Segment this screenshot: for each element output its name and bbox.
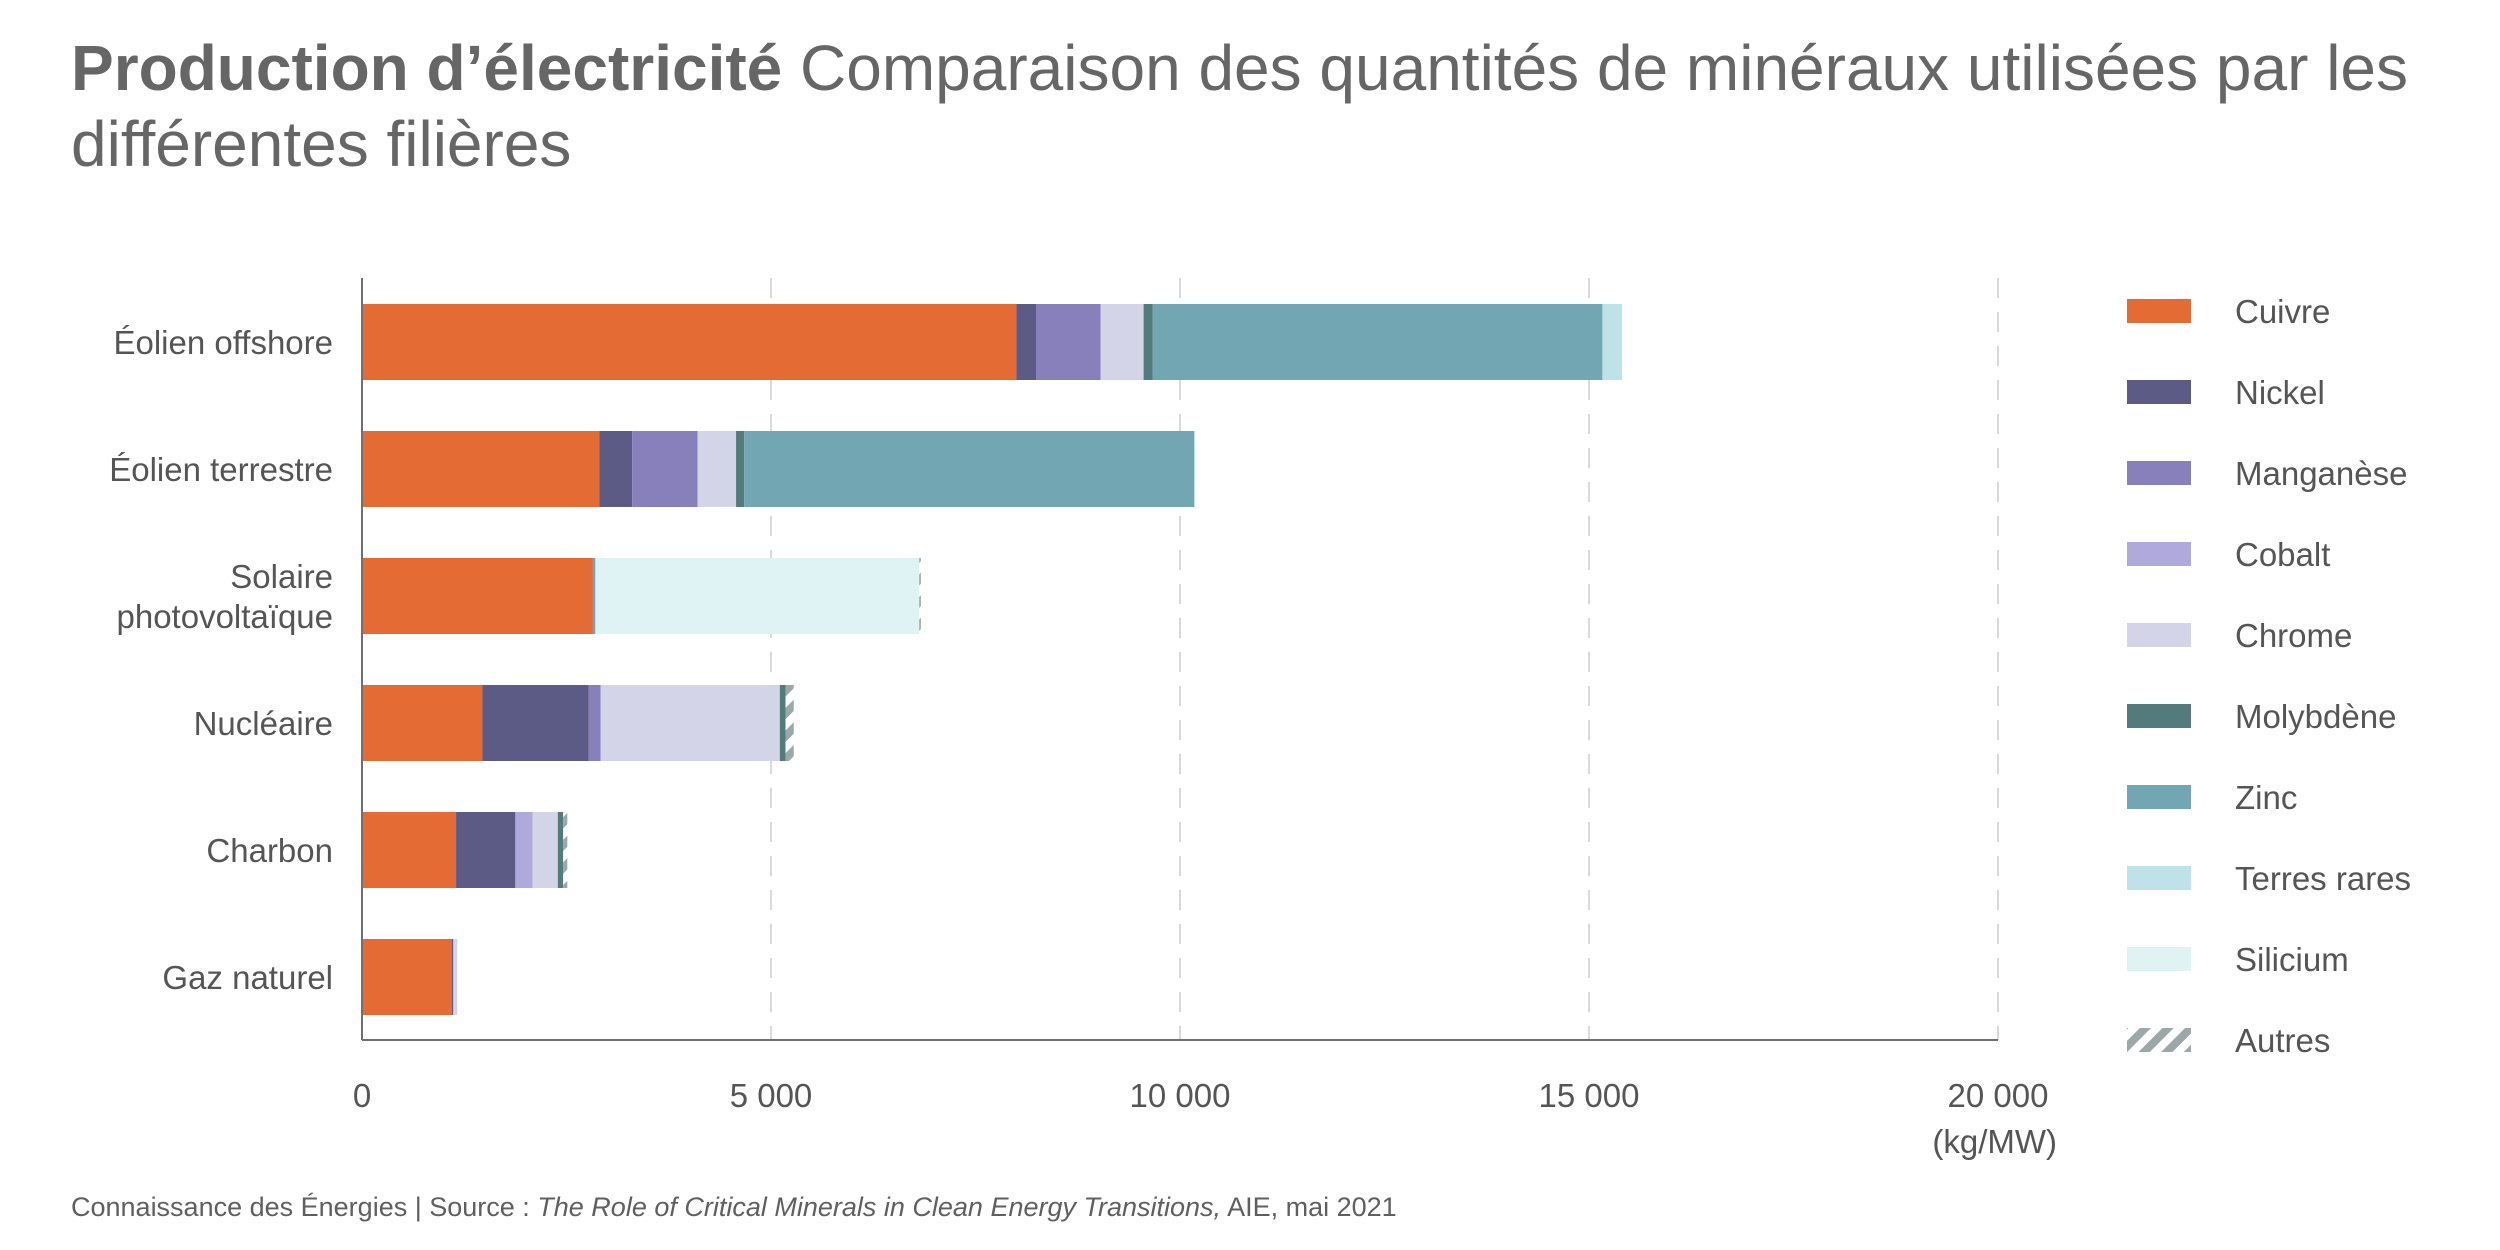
bar-charbon-autres: [563, 812, 568, 888]
footer-suffix: AIE, mai 2021: [1221, 1192, 1397, 1222]
footer-prefix: Connaissance des Énergies | Source :: [71, 1192, 538, 1222]
bar-eolien-terrestre-terres-rares: [1194, 431, 1196, 507]
legend-swatch-zinc: [2127, 785, 2191, 809]
bar-charbon-manganese: [515, 812, 516, 888]
bar-nucleaire-molybdene: [779, 685, 786, 761]
bar-nucleaire-autres: [785, 685, 794, 761]
x-axis-unit-label: (kg/MW): [1932, 1123, 2057, 1160]
legend: Cuivre Nickel Manganèse Cobalt Chrome Molybdè…: [2127, 293, 2411, 1059]
x-tick-label-10000: 10 000: [1130, 1077, 1231, 1114]
x-tick-labels: 0 5 000 10 000 15 000 20 000 (kg/MW): [353, 1077, 2057, 1160]
bar-eolien-terrestre-cuivre: [362, 431, 600, 507]
bar-charbon-nickel: [456, 812, 516, 888]
bar-nucleaire-cuivre: [362, 685, 483, 761]
legend-label-nickel: Nickel: [2235, 374, 2325, 411]
legend-item-nickel: Nickel: [2127, 374, 2325, 411]
bar-gaz-naturel-cuivre: [362, 939, 452, 1015]
category-label-eolien-offshore: Éolien offshore: [113, 324, 333, 361]
legend-item-silicium: Silicium: [2127, 941, 2349, 978]
legend-swatch-manganese: [2127, 461, 2191, 485]
legend-item-terres-rares: Terres rares: [2127, 860, 2411, 897]
category-label-charbon: Charbon: [206, 832, 333, 869]
bar-charbon-cobalt: [515, 812, 533, 888]
bar-gaz-naturel-nickel: [451, 939, 454, 1015]
category-label-nucleaire: Nucléaire: [194, 705, 333, 742]
legend-item-cuivre: Cuivre: [2127, 293, 2330, 330]
grid-lines: [770, 278, 1999, 1040]
chart-title-bold: Production d’électricité: [71, 32, 783, 104]
bar-eolien-terrestre-manganese: [632, 431, 698, 507]
bar-eolien-terrestre-zinc: [744, 431, 1195, 507]
bar-charbon-molybdene: [557, 812, 564, 888]
legend-label-cobalt: Cobalt: [2235, 536, 2330, 573]
bar-eolien-offshore-chrome: [1100, 304, 1144, 380]
bar-solaire-photovoltaique-autres: [919, 558, 921, 634]
legend-swatch-cuivre: [2127, 299, 2191, 323]
legend-label-silicium: Silicium: [2235, 941, 2349, 978]
legend-swatch-silicium: [2127, 947, 2191, 971]
category-label-solaire-photovoltaique: Solaire photovoltaïque: [116, 558, 333, 635]
category-label-eolien-terrestre: Éolien terrestre: [109, 451, 333, 488]
legend-item-zinc: Zinc: [2127, 779, 2297, 816]
legend-label-autres: Autres: [2235, 1022, 2330, 1059]
bar-eolien-offshore-manganese: [1036, 304, 1101, 380]
legend-item-autres: Autres: [2127, 1022, 2330, 1059]
bar-nucleaire-chrome: [600, 685, 780, 761]
bar-solaire-photovoltaique-zinc: [592, 558, 596, 634]
legend-label-manganese: Manganèse: [2235, 455, 2407, 492]
footer-source-title: The Role of Critical Minerals in Clean E…: [537, 1192, 1222, 1222]
x-tick-label-15000: 15 000: [1539, 1077, 1640, 1114]
x-tick-label-5000: 5 000: [730, 1077, 813, 1114]
legend-label-zinc: Zinc: [2235, 779, 2297, 816]
bar-solaire-photovoltaique-silicium: [595, 558, 920, 634]
bar-eolien-offshore-terres-rares: [1602, 304, 1622, 380]
legend-swatch-nickel: [2127, 380, 2191, 404]
legend-item-manganese: Manganèse: [2127, 455, 2407, 492]
bar-charbon-chrome: [532, 812, 558, 888]
chart-title-rest: Comparaison des quantités de minéraux ut…: [71, 32, 2408, 180]
category-label-gaz-naturel: Gaz naturel: [162, 959, 333, 996]
legend-swatch-chrome: [2127, 623, 2191, 647]
legend-item-molybdene: Molybdène: [2127, 698, 2396, 735]
bar-gaz-naturel-chrome: [453, 939, 458, 1015]
legend-swatch-cobalt: [2127, 542, 2191, 566]
legend-swatch-molybdene: [2127, 704, 2191, 728]
bar-eolien-offshore-cuivre: [362, 304, 1017, 380]
chart-title: Production d’électricité Comparaison des…: [71, 30, 2431, 182]
bar-eolien-offshore-zinc: [1152, 304, 1603, 380]
x-tick-label-20000: 20 000: [1948, 1077, 2049, 1114]
bar-eolien-offshore-molybdene: [1143, 304, 1153, 380]
legend-label-molybdene: Molybdène: [2235, 698, 2396, 735]
legend-item-chrome: Chrome: [2127, 617, 2352, 654]
bars: [362, 304, 1622, 1015]
axes: [361, 278, 1998, 1041]
bar-charbon-cuivre: [362, 812, 457, 888]
legend-item-cobalt: Cobalt: [2127, 536, 2330, 573]
legend-swatch-autres: [2127, 1028, 2191, 1052]
bar-eolien-terrestre-molybdene: [736, 431, 745, 507]
bar-solaire-photovoltaique-cuivre: [362, 558, 593, 634]
bar-eolien-terrestre-chrome: [697, 431, 737, 507]
bar-eolien-offshore-nickel: [1016, 304, 1037, 380]
bar-nucleaire-nickel: [482, 685, 589, 761]
x-tick-label-0: 0: [353, 1077, 371, 1114]
legend-label-cuivre: Cuivre: [2235, 293, 2330, 330]
legend-label-chrome: Chrome: [2235, 617, 2352, 654]
bar-nucleaire-manganese: [588, 685, 601, 761]
category-labels: Éolien offshore Éolien terrestre Solaire ph…: [109, 324, 333, 996]
bar-eolien-terrestre-nickel: [599, 431, 633, 507]
legend-swatch-terres-rares: [2127, 866, 2191, 890]
legend-label-terres-rares: Terres rares: [2235, 860, 2411, 897]
source-footer: Connaissance des Énergies | Source : The…: [71, 1192, 1397, 1223]
